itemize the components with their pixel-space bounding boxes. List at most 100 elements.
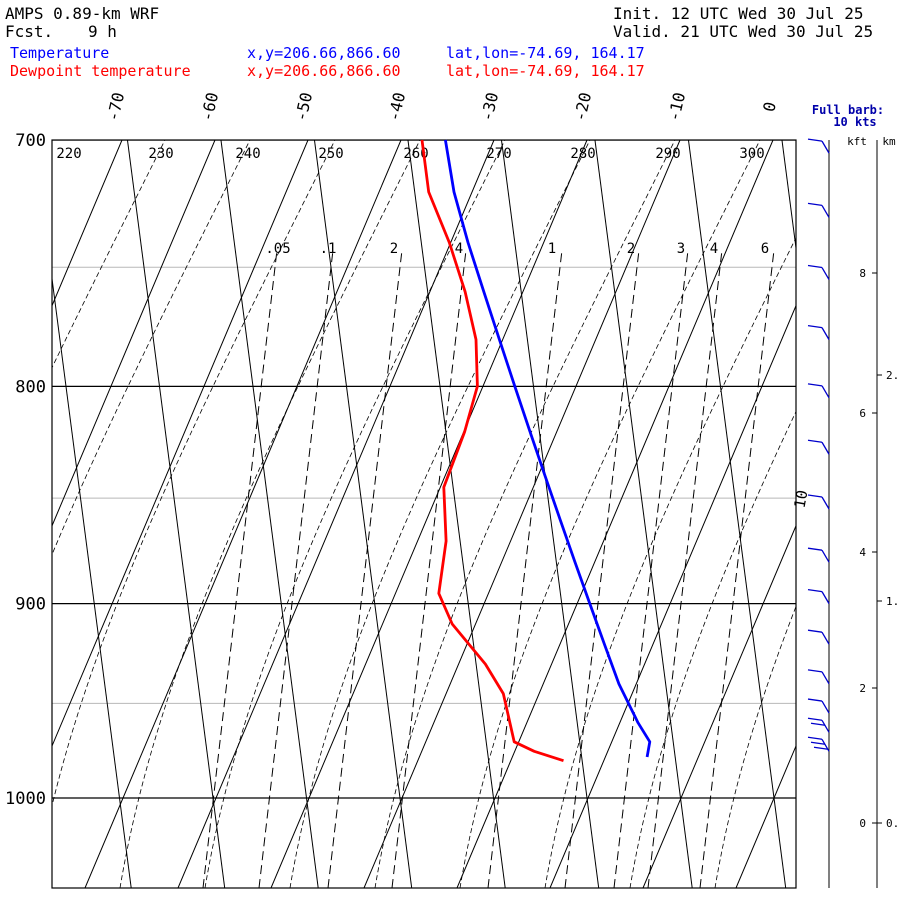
dry-adiabat (829, 140, 900, 888)
wind-barb (807, 547, 830, 563)
dry-adiabat (84, 140, 402, 888)
wind-barb (807, 264, 830, 280)
dry-adiabat (456, 140, 774, 888)
wind-barb-staff (821, 140, 830, 154)
saturated-adiabat (544, 236, 796, 888)
saturated-adiabat (800, 140, 900, 888)
theta-label: 220 (56, 146, 81, 162)
mixing-ratio-line (391, 249, 467, 888)
km-tick-label: 0. (886, 817, 899, 830)
wind-barb (807, 736, 830, 752)
saturated-adiabat (459, 140, 761, 888)
wind-barb-staff (821, 327, 830, 340)
dry-adiabat (270, 140, 588, 888)
mixing-ratio-line (613, 249, 689, 888)
extra-label: 10 (791, 489, 812, 510)
dry-adiabat (549, 304, 796, 888)
mixing-ratio-label: 4 (455, 241, 463, 257)
wind-barb-staff (821, 591, 830, 604)
isotherm-line (0, 140, 38, 888)
wind-barb (807, 202, 830, 218)
wind-barb-flag (810, 722, 826, 726)
mixing-ratio-label: 4 (710, 241, 718, 257)
saturated-adiabat (204, 140, 506, 888)
mixing-ratio-line (564, 249, 640, 888)
wind-barb-flag (807, 264, 823, 269)
legend-temperature-coords: x,y=206.66,866.60 (247, 44, 401, 62)
isotherm-label: -30 (477, 91, 502, 123)
mixing-ratio-label: .05 (265, 241, 290, 257)
legend-dewpoint-coords: x,y=206.66,866.60 (247, 62, 401, 80)
km-tick-label: 1. (886, 595, 899, 608)
fcst-label: Fcst. (5, 22, 54, 41)
temperature-profile (444, 139, 652, 758)
saturated-adiabat (374, 140, 676, 888)
wind-barb (807, 138, 830, 154)
wind-barb-flag (807, 588, 823, 593)
wind-barb-flag (807, 494, 823, 498)
wind-barb-staff (821, 205, 830, 218)
wind-barb-flag (810, 741, 826, 745)
mixing-ratio-line (487, 249, 563, 888)
mixing-ratio-line (699, 249, 775, 888)
plot-frame (51, 139, 797, 889)
mixing-ratio-label: .1 (320, 241, 337, 257)
saturated-adiabat (119, 140, 421, 888)
isotherm-label: -70 (103, 91, 128, 123)
wind-barb (807, 439, 830, 455)
isotherm-line (875, 140, 900, 888)
wind-barb (807, 717, 830, 733)
wind-barb-flag (807, 736, 823, 740)
isotherm-line (500, 140, 600, 888)
isotherm-line (687, 140, 787, 888)
mixing-ratio-line (258, 249, 334, 888)
wind-barb-staff (821, 267, 830, 280)
wind-barb-staff (821, 549, 830, 563)
wind-barb (807, 494, 830, 510)
dry-adiabat (52, 140, 123, 307)
wind-barb-flag (807, 439, 823, 443)
isotherm-line (52, 274, 132, 888)
isotherm-line (220, 140, 319, 888)
theta-label: 250 (318, 146, 343, 162)
valid-time: Valid. 21 UTC Wed 30 Jul 25 (613, 22, 874, 41)
mixing-ratio-label: 2 (627, 241, 635, 257)
theta-label: 230 (148, 146, 173, 162)
isotherm-line (407, 140, 506, 888)
wind-barb-staff (821, 385, 830, 399)
theta-label: 280 (570, 146, 595, 162)
dry-adiabat (52, 140, 309, 748)
mixing-ratio-line (647, 249, 723, 888)
mixing-ratio-label: 2 (390, 241, 398, 257)
dry-adiabat (363, 140, 681, 888)
wind-barb-flag (807, 324, 823, 329)
isotherm-line (126, 140, 226, 888)
dry-adiabat (177, 140, 495, 888)
theta-label: 300 (739, 146, 764, 162)
wind-barb-flag (807, 547, 823, 551)
theta-label: 290 (655, 146, 680, 162)
wind-barb (807, 383, 830, 399)
dry-adiabat (0, 140, 29, 888)
saturated-adiabat (52, 140, 336, 808)
wind-barb-flag (807, 669, 823, 673)
wind-barb (807, 588, 830, 604)
km-label: km (882, 135, 896, 148)
wind-barb-staff (821, 700, 830, 714)
wind-barb (807, 698, 830, 714)
wind-barb-flag (807, 383, 823, 387)
wind-barb-flag (807, 698, 823, 702)
kft-tick-label: 2 (859, 682, 866, 695)
legend-temperature-name: Temperature (10, 44, 110, 62)
legend-temperature-latlon: lat,lon=-74.69, 164.17 (446, 44, 645, 62)
saturated-adiabat (714, 605, 796, 888)
fcst-value: 9 h (88, 22, 117, 41)
isotherm-label: -40 (384, 91, 409, 123)
wind-barb-flag (807, 629, 823, 633)
wind-barb-staff (821, 631, 830, 645)
wind-barb (807, 669, 830, 685)
mixing-ratio-label: 6 (761, 241, 769, 257)
legend-dewpoint-name: Dewpoint temperature (10, 62, 191, 80)
theta-label: 270 (486, 146, 511, 162)
